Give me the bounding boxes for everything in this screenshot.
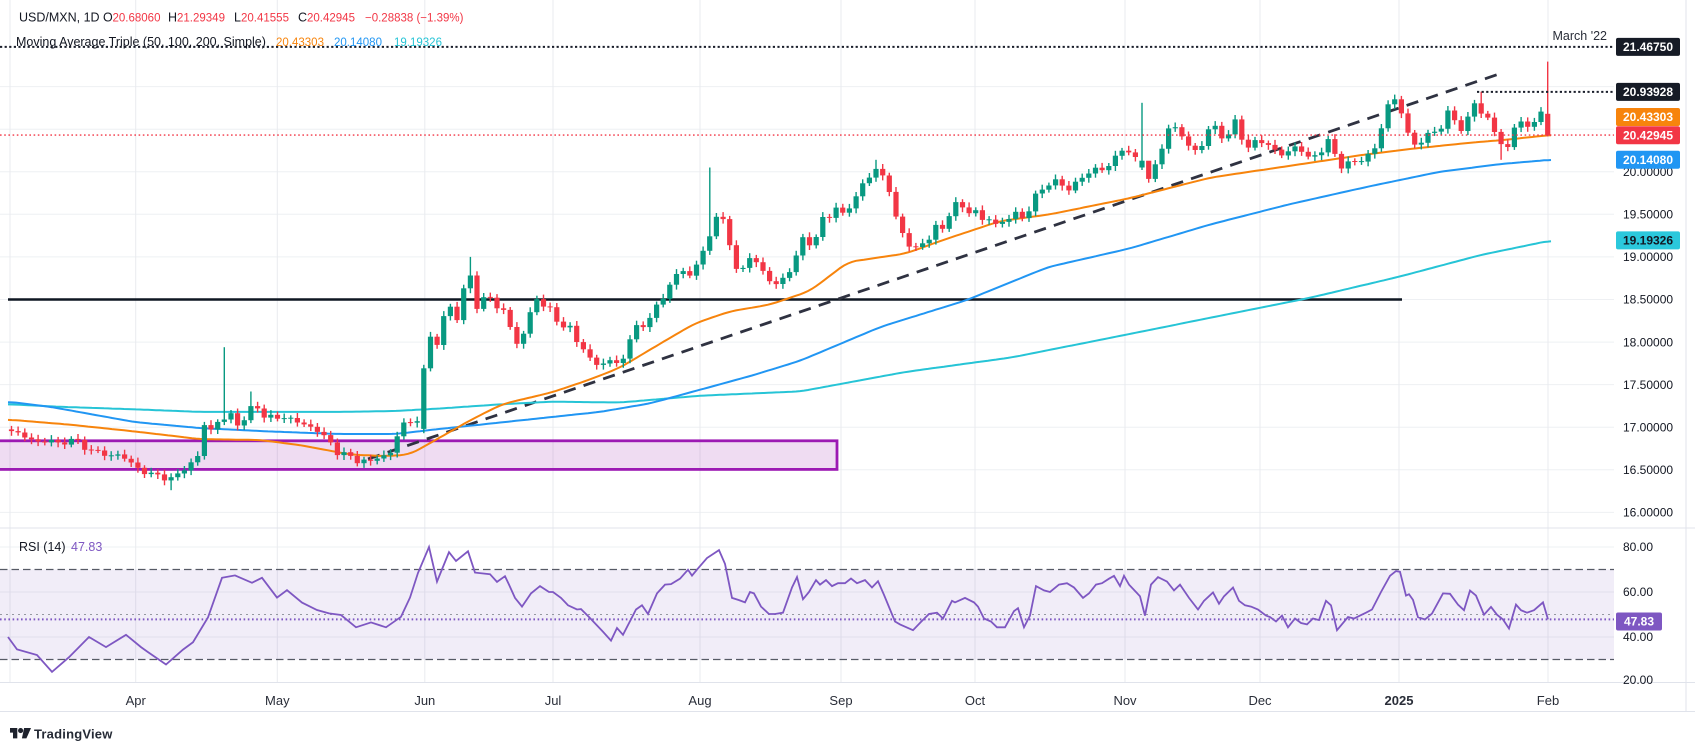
svg-text:USD/MXN, 1D: USD/MXN, 1D bbox=[19, 11, 100, 25]
svg-text:Aug: Aug bbox=[688, 693, 711, 708]
svg-text:16.50000: 16.50000 bbox=[1623, 463, 1673, 477]
svg-text:Apr: Apr bbox=[126, 693, 147, 708]
svg-text:17.50000: 17.50000 bbox=[1623, 378, 1673, 392]
svg-text:May: May bbox=[265, 693, 290, 708]
svg-text:TradingView: TradingView bbox=[34, 726, 113, 741]
svg-text:H: H bbox=[168, 11, 177, 25]
svg-text:19.50000: 19.50000 bbox=[1623, 208, 1673, 222]
svg-text:Jun: Jun bbox=[414, 693, 435, 708]
svg-text:20.43303: 20.43303 bbox=[1623, 110, 1673, 124]
svg-text:40.00: 40.00 bbox=[1623, 630, 1653, 644]
svg-text:Oct: Oct bbox=[965, 693, 986, 708]
svg-text:O: O bbox=[103, 11, 113, 25]
svg-text:Moving Average Triple (50, 100: Moving Average Triple (50, 100, 200, Sim… bbox=[16, 35, 266, 49]
svg-text:Nov: Nov bbox=[1113, 693, 1137, 708]
svg-text:20.43303: 20.43303 bbox=[276, 37, 324, 49]
svg-text:18.50000: 18.50000 bbox=[1623, 293, 1673, 307]
svg-text:20.68060: 20.68060 bbox=[113, 13, 161, 25]
svg-text:21.46750: 21.46750 bbox=[1623, 40, 1673, 54]
svg-text:March '22: March '22 bbox=[1553, 29, 1608, 43]
svg-text:17.00000: 17.00000 bbox=[1623, 421, 1673, 435]
svg-text:20.42945: 20.42945 bbox=[1623, 128, 1673, 142]
svg-text:RSI (14): RSI (14) bbox=[19, 540, 66, 554]
svg-text:20.14080: 20.14080 bbox=[1623, 153, 1673, 167]
svg-text:20.93928: 20.93928 bbox=[1623, 85, 1673, 99]
svg-text:21.29349: 21.29349 bbox=[177, 13, 225, 25]
svg-text:Sep: Sep bbox=[829, 693, 852, 708]
svg-text:20.41555: 20.41555 bbox=[241, 13, 289, 25]
svg-text:19.19326: 19.19326 bbox=[1623, 234, 1673, 248]
svg-text:L: L bbox=[234, 11, 241, 25]
svg-text:20.42945: 20.42945 bbox=[307, 13, 355, 25]
svg-text:Jul: Jul bbox=[545, 693, 562, 708]
svg-text:18.00000: 18.00000 bbox=[1623, 335, 1673, 349]
svg-text:16.00000: 16.00000 bbox=[1623, 506, 1673, 520]
svg-text:Dec: Dec bbox=[1248, 693, 1272, 708]
svg-text:47.83: 47.83 bbox=[1624, 615, 1654, 629]
svg-text:C: C bbox=[298, 11, 307, 25]
svg-text:20.14080: 20.14080 bbox=[334, 37, 382, 49]
svg-text:Feb: Feb bbox=[1537, 693, 1559, 708]
svg-text:19.00000: 19.00000 bbox=[1623, 250, 1673, 264]
svg-text:19.19326: 19.19326 bbox=[394, 37, 442, 49]
svg-text:80.00: 80.00 bbox=[1623, 540, 1653, 554]
svg-text:−0.28838 (−1.39%): −0.28838 (−1.39%) bbox=[365, 13, 464, 25]
svg-text:2025: 2025 bbox=[1385, 693, 1414, 708]
svg-text:47.83: 47.83 bbox=[71, 540, 102, 554]
svg-text:20.00: 20.00 bbox=[1623, 673, 1653, 687]
svg-text:60.00: 60.00 bbox=[1623, 585, 1653, 599]
